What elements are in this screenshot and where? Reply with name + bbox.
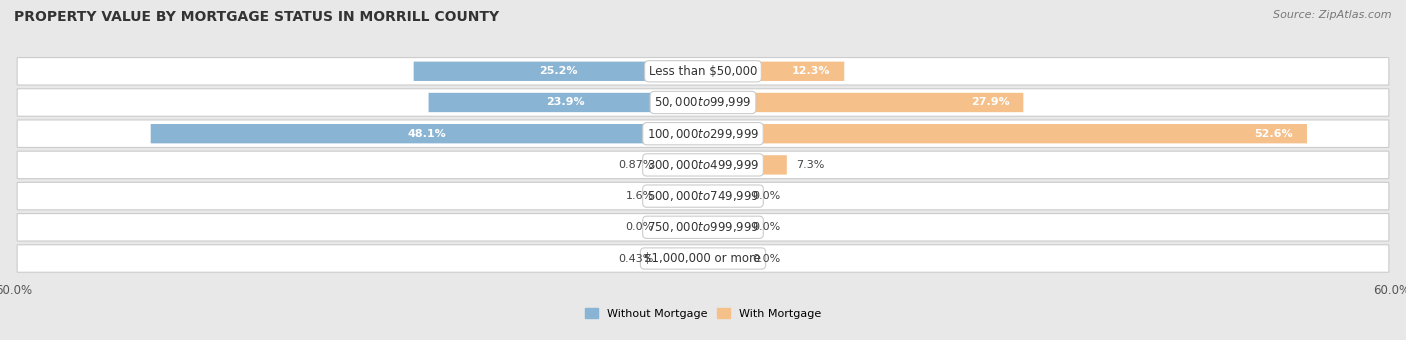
FancyBboxPatch shape: [150, 124, 703, 143]
Text: $300,000 to $499,999: $300,000 to $499,999: [647, 158, 759, 172]
FancyBboxPatch shape: [703, 62, 844, 81]
FancyBboxPatch shape: [693, 155, 703, 174]
FancyBboxPatch shape: [703, 186, 744, 206]
Text: 0.0%: 0.0%: [752, 222, 780, 232]
Text: 0.87%: 0.87%: [619, 160, 654, 170]
Text: Source: ZipAtlas.com: Source: ZipAtlas.com: [1274, 10, 1392, 20]
FancyBboxPatch shape: [685, 186, 703, 206]
FancyBboxPatch shape: [17, 214, 1389, 241]
Text: 23.9%: 23.9%: [547, 98, 585, 107]
FancyBboxPatch shape: [17, 245, 1389, 272]
Text: PROPERTY VALUE BY MORTGAGE STATUS IN MORRILL COUNTY: PROPERTY VALUE BY MORTGAGE STATUS IN MOR…: [14, 10, 499, 24]
Text: 7.3%: 7.3%: [796, 160, 824, 170]
FancyBboxPatch shape: [703, 93, 1024, 112]
Text: $100,000 to $299,999: $100,000 to $299,999: [647, 127, 759, 141]
FancyBboxPatch shape: [17, 120, 1389, 148]
FancyBboxPatch shape: [17, 151, 1389, 179]
Text: $750,000 to $999,999: $750,000 to $999,999: [647, 220, 759, 234]
Text: 12.3%: 12.3%: [792, 66, 831, 76]
Text: $500,000 to $749,999: $500,000 to $749,999: [647, 189, 759, 203]
FancyBboxPatch shape: [703, 155, 787, 174]
FancyBboxPatch shape: [703, 124, 1308, 143]
Text: 52.6%: 52.6%: [1254, 129, 1294, 139]
Text: 0.0%: 0.0%: [752, 191, 780, 201]
Text: 0.43%: 0.43%: [619, 254, 654, 264]
Text: 0.0%: 0.0%: [626, 222, 654, 232]
Text: 48.1%: 48.1%: [408, 129, 446, 139]
Legend: Without Mortgage, With Mortgage: Without Mortgage, With Mortgage: [581, 304, 825, 323]
FancyBboxPatch shape: [703, 249, 744, 268]
Text: $1,000,000 or more: $1,000,000 or more: [644, 252, 762, 265]
Text: 1.6%: 1.6%: [626, 191, 654, 201]
FancyBboxPatch shape: [429, 93, 703, 112]
Text: 27.9%: 27.9%: [970, 98, 1010, 107]
FancyBboxPatch shape: [413, 62, 703, 81]
Text: 25.2%: 25.2%: [538, 66, 578, 76]
FancyBboxPatch shape: [662, 218, 703, 237]
FancyBboxPatch shape: [17, 182, 1389, 210]
FancyBboxPatch shape: [703, 218, 744, 237]
FancyBboxPatch shape: [17, 89, 1389, 116]
FancyBboxPatch shape: [17, 57, 1389, 85]
Text: 0.0%: 0.0%: [752, 254, 780, 264]
Text: $50,000 to $99,999: $50,000 to $99,999: [654, 96, 752, 109]
Text: Less than $50,000: Less than $50,000: [648, 65, 758, 78]
FancyBboxPatch shape: [697, 249, 703, 268]
